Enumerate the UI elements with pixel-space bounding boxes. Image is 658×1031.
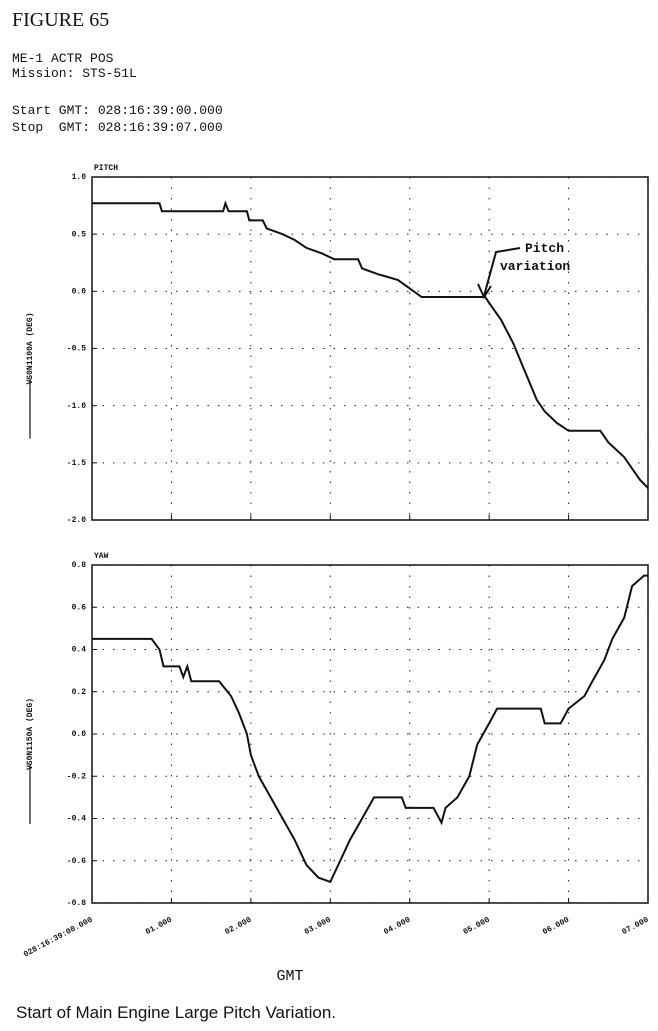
header-line: Start GMT: 028:16:39:00.000 (12, 103, 223, 118)
y-tick-label: 1.0 (72, 173, 87, 182)
header-line: Stop GMT: 028:16:39:07.000 (12, 120, 223, 135)
annotation: variation (500, 259, 570, 274)
chart-title: PITCH (94, 164, 118, 173)
legend-label: VS0N1150A (DEG) (26, 698, 35, 770)
annotation: Pitch (525, 241, 564, 256)
y-tick-label: -0.4 (67, 815, 86, 824)
y-tick-label: -0.6 (67, 857, 86, 866)
x-tick-label: 02.000 (224, 915, 254, 937)
y-tick-label: -0.8 (67, 899, 86, 908)
y-tick-label: -0.5 (67, 345, 86, 354)
x-tick-label: 028:16:39:00.000 (22, 915, 94, 959)
x-tick-label: 06.000 (541, 915, 571, 937)
y-tick-label: -0.2 (67, 772, 86, 781)
x-tick-label: 04.000 (382, 915, 412, 937)
header-line: Mission: STS-51L (12, 66, 137, 81)
y-tick-label: 0.6 (72, 603, 87, 612)
legend-label: VS0N1100A (DEG) (26, 312, 35, 384)
data-line (92, 574, 648, 884)
y-tick-label: 0.0 (72, 287, 87, 296)
y-tick-label: 0.2 (72, 688, 87, 697)
x-tick-label: 05.000 (462, 915, 492, 937)
caption: Start of Main Engine Large Pitch Variati… (16, 1003, 336, 1022)
chart-title: YAW (94, 552, 109, 561)
y-tick-label: 0.5 (72, 230, 87, 239)
x-tick-label: 01.000 (144, 915, 174, 937)
y-tick-label: -1.0 (67, 402, 86, 411)
y-tick-label: 0.0 (72, 730, 87, 739)
x-tick-label: 03.000 (303, 915, 333, 937)
y-tick-label: -2.0 (67, 516, 86, 525)
figure-label: FIGURE 65 (12, 9, 109, 31)
header-line: ME-1 ACTR POS (12, 51, 114, 66)
x-axis-label: GMT (276, 968, 303, 985)
y-tick-label: 0.4 (72, 646, 87, 655)
y-tick-label: 0.8 (72, 561, 87, 570)
data-line (92, 200, 649, 489)
y-tick-label: -1.5 (67, 459, 86, 468)
x-tick-label: 07.000 (621, 915, 651, 937)
